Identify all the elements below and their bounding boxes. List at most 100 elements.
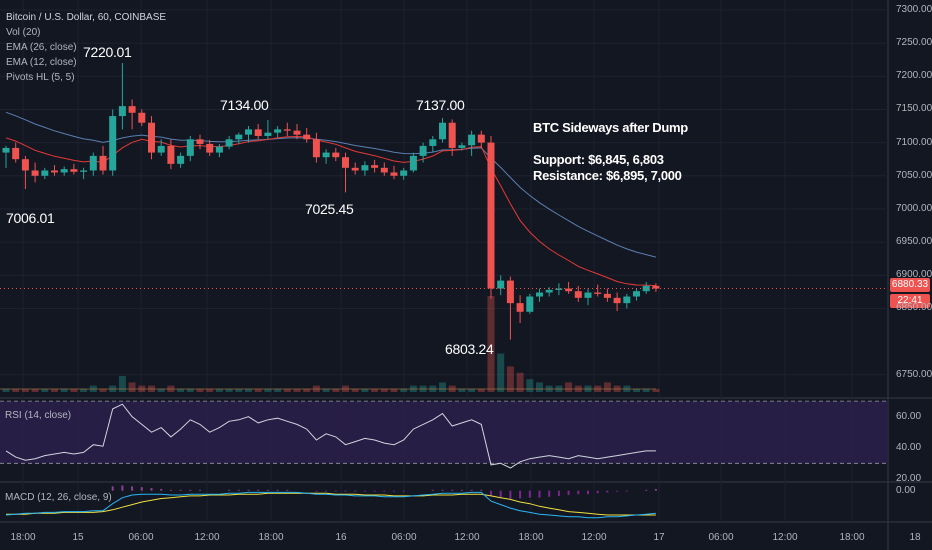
candle-body <box>526 296 534 312</box>
volume-bar <box>128 382 136 392</box>
candle-body <box>41 170 49 176</box>
candle-body <box>458 145 466 148</box>
price-tick-label: 6750.00 <box>896 368 932 380</box>
volume-bar <box>41 388 49 392</box>
macd-histogram-bar <box>140 487 143 491</box>
candle-body <box>70 169 78 172</box>
macd-histogram-bar <box>519 490 522 499</box>
macd-histogram-bar <box>393 490 395 492</box>
candle-body <box>351 167 359 171</box>
time-tick-label: 06:00 <box>128 532 154 543</box>
macd-tick-label: 0.00 <box>896 484 916 496</box>
macd-histogram-bar <box>625 490 628 492</box>
macd-histogram-bar <box>344 490 347 492</box>
volume-bar <box>652 388 660 392</box>
macd-pane-label[interactable]: MACD (12, 26, close, 9) <box>5 492 112 503</box>
candle-body <box>80 170 88 172</box>
volume-bar <box>506 366 514 392</box>
candle-body <box>642 285 650 292</box>
macd-histogram-bar <box>373 490 376 492</box>
candle-body <box>21 159 29 171</box>
macd-histogram-bar <box>431 489 434 491</box>
candle-body <box>623 296 631 304</box>
volume-bar <box>12 388 20 392</box>
time-tick-label: 06:00 <box>708 532 734 543</box>
rsi-pane-label[interactable]: RSI (14, close) <box>5 410 72 421</box>
price-tick-label: 7300.00 <box>896 3 932 15</box>
candle-body <box>235 134 243 140</box>
volume-bar <box>303 388 311 392</box>
candle-body <box>574 291 582 298</box>
macd-histogram-bar <box>490 490 492 496</box>
macd-signal-line <box>6 492 656 516</box>
volume-bar <box>497 353 505 392</box>
time-tick-label: 12:00 <box>772 532 798 543</box>
time-tick-label: 15 <box>72 532 84 543</box>
volume-bar <box>60 388 68 392</box>
macd-histogram-bar <box>131 486 134 491</box>
time-tick-label: 12:00 <box>454 532 480 543</box>
volume-bar <box>536 382 543 392</box>
candle-body <box>186 139 194 156</box>
macd-histogram-bar <box>237 489 240 491</box>
macd-histogram-bar <box>480 489 483 491</box>
symbol-title[interactable]: Bitcoin / U.S. Dollar, 60, COINBASE <box>6 12 167 23</box>
volume-bar <box>439 382 446 392</box>
volume-bar <box>390 388 398 392</box>
candle-body <box>633 291 640 297</box>
time-tick-label: 06:00 <box>391 532 417 543</box>
legend-volume[interactable]: Vol (20) <box>6 27 41 38</box>
volume-bar <box>177 388 185 392</box>
time-tick-label: 12:00 <box>581 532 607 543</box>
macd-histogram-bar <box>402 490 405 492</box>
macd-histogram-bar <box>276 489 279 491</box>
candle-body <box>225 139 233 147</box>
legend-pivots[interactable]: Pivots HL (5, 5) <box>6 72 75 83</box>
volume-bar <box>157 388 165 392</box>
oscillators <box>5 403 657 519</box>
macd-histogram-bar <box>383 490 386 492</box>
volume-bar <box>31 388 39 392</box>
legend-ema26[interactable]: EMA (26, close) <box>6 42 77 53</box>
macd-histogram-bar <box>111 486 114 491</box>
volume-bar <box>633 388 640 392</box>
last-price-tag: 6880.33 <box>890 278 930 292</box>
volume-bar <box>516 372 524 392</box>
candle-body <box>565 288 573 292</box>
volume-bar <box>371 388 379 392</box>
macd-histogram-bar <box>460 489 463 491</box>
macd-histogram-bar <box>470 489 473 491</box>
candle-body <box>128 106 136 113</box>
candle-body <box>497 280 505 289</box>
macd-histogram-bar <box>654 488 657 491</box>
macd-histogram-bar <box>247 489 250 491</box>
macd-histogram-bar <box>169 489 172 491</box>
price-tick-label: 7000.00 <box>896 202 932 214</box>
candle-body <box>613 297 621 304</box>
volume-bar <box>80 388 88 392</box>
volume-bar <box>245 388 252 392</box>
chart-legend: Bitcoin / U.S. Dollar, 60, COINBASE Vol … <box>6 10 166 85</box>
countdown-tag: 22:41 <box>890 294 930 308</box>
legend-ema12[interactable]: EMA (12, close) <box>6 57 77 68</box>
macd-histogram-bar <box>354 490 357 492</box>
macd-histogram-bar <box>587 490 589 495</box>
price-tick-label: 6950.00 <box>896 236 932 248</box>
candle-body <box>555 288 563 290</box>
candle-body <box>652 285 660 289</box>
price-tick-label: 7250.00 <box>896 37 932 49</box>
rsi-tick-label: 40.00 <box>896 441 922 453</box>
candle-body <box>60 169 68 173</box>
macd-histogram-bar <box>528 490 531 498</box>
macd-histogram-bar <box>121 485 124 491</box>
macd-histogram-bar <box>616 490 619 492</box>
candle-body <box>312 139 320 158</box>
macd-histogram-bar <box>499 490 502 498</box>
price-tick-label: 7050.00 <box>896 169 932 181</box>
macd-histogram-bar <box>441 489 444 491</box>
candle-body <box>409 155 417 171</box>
note-support: Support: $6,845, 6,803 <box>533 152 664 167</box>
time-tick-label: 17 <box>653 532 665 543</box>
candle-body <box>536 292 543 297</box>
